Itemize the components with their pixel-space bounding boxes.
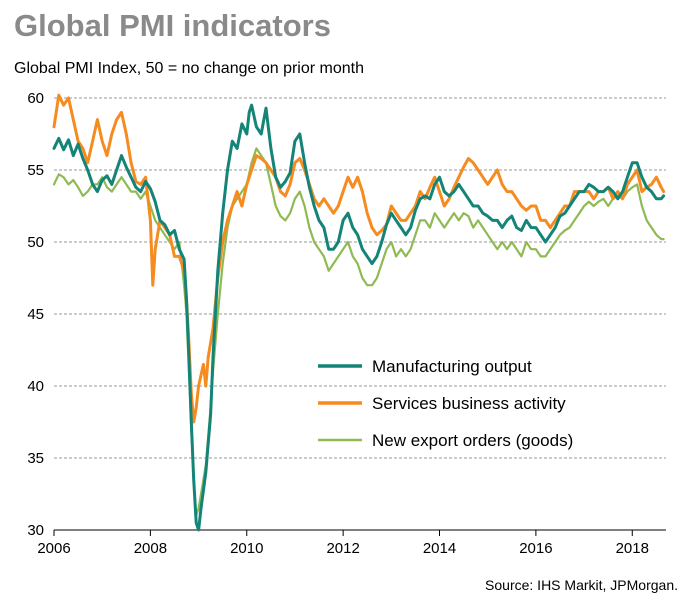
legend: Manufacturing output Services business ac… xyxy=(318,357,573,450)
y-tick-label-35: 35 xyxy=(27,450,44,467)
y-tick-label-30: 30 xyxy=(27,522,44,539)
legend-label-manufacturing-output: Manufacturing output xyxy=(372,357,532,376)
gridlines xyxy=(54,97,666,459)
chart-subtitle: Global PMI Index, 50 = no change on prio… xyxy=(14,60,364,77)
series-lines xyxy=(52,93,666,532)
y-tick-label-40: 40 xyxy=(27,378,44,395)
y-axis-ticks: 30 35 40 45 50 55 60 xyxy=(27,90,44,539)
source-note: Source: IHS Markit, JPMorgan. xyxy=(485,577,678,593)
legend-label-services-business-activity: Services business activity xyxy=(372,394,566,413)
x-tick-label-2010: 2010 xyxy=(230,540,263,557)
x-tick-label-2018: 2018 xyxy=(616,540,649,557)
y-tick-label-60: 60 xyxy=(27,90,44,107)
y-tick-label-45: 45 xyxy=(27,306,44,323)
x-tick-label-2012: 2012 xyxy=(326,540,359,557)
x-tick-label-2008: 2008 xyxy=(134,540,167,557)
x-tick-label-2014: 2014 xyxy=(423,540,456,557)
chart-title: Global PMI indicators xyxy=(14,8,331,43)
series-line-manufacturing-output xyxy=(52,103,666,532)
x-tick-label-2006: 2006 xyxy=(37,540,70,557)
legend-label-new-export-orders-goods: New export orders (goods) xyxy=(372,431,573,450)
y-tick-label-55: 55 xyxy=(27,162,44,179)
y-tick-label-50: 50 xyxy=(27,234,44,251)
series-line-services-business-activity xyxy=(52,93,666,424)
x-axis-ticks: 2006 2008 2010 2012 2014 2016 2018 xyxy=(37,530,649,557)
x-tick-label-2016: 2016 xyxy=(519,540,552,557)
